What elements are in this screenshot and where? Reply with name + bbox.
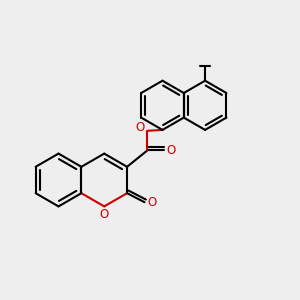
Text: O: O [167,144,176,157]
Text: O: O [147,196,156,209]
Text: O: O [136,121,145,134]
Text: O: O [100,208,109,221]
